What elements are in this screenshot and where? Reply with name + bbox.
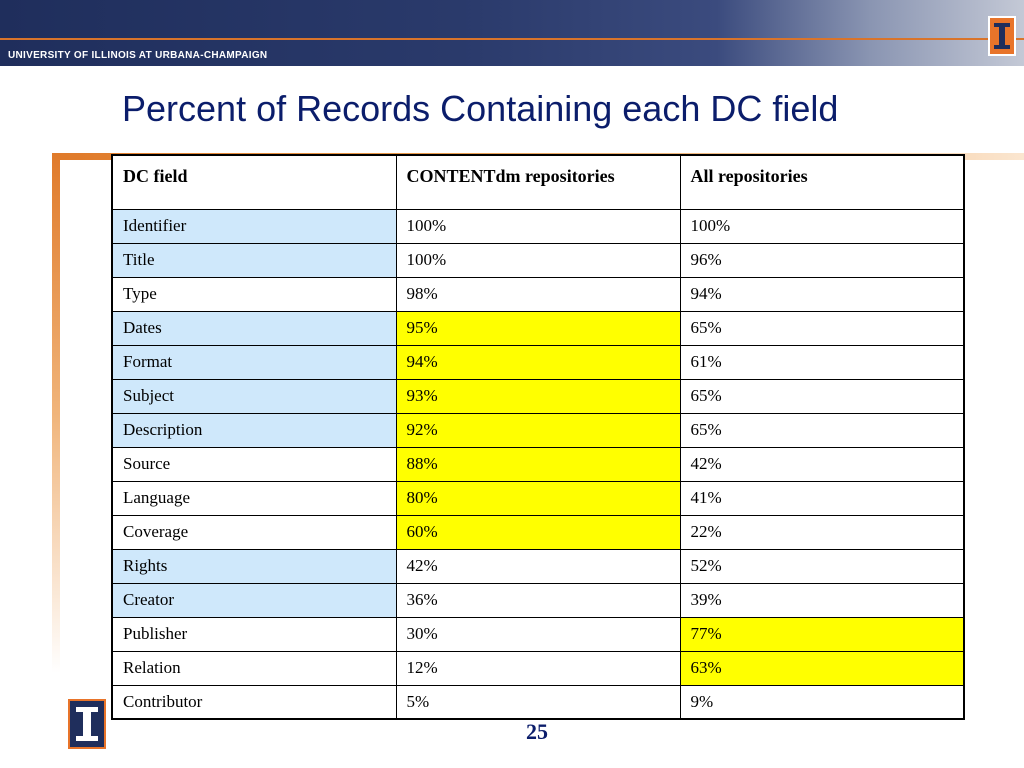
contentdm-cell: 95% <box>395 310 681 346</box>
all-cell: 65% <box>679 310 965 346</box>
table-row: Rights 42% 52% <box>111 548 965 584</box>
all-cell: 41% <box>679 480 965 516</box>
field-cell: Source <box>111 446 397 482</box>
banner-rule <box>0 38 1024 40</box>
column-header-all: All repositories <box>679 154 965 210</box>
table-row: Format 94% 61% <box>111 344 965 380</box>
field-cell: Publisher <box>111 616 397 652</box>
header-banner: UNIVERSITY OF ILLINOIS AT URBANA-CHAMPAI… <box>0 0 1024 66</box>
field-cell: Coverage <box>111 514 397 550</box>
field-cell: Title <box>111 242 397 278</box>
table-row: Type 98% 94% <box>111 276 965 312</box>
all-cell: 65% <box>679 378 965 414</box>
contentdm-cell: 88% <box>395 446 681 482</box>
table-row: Dates 95% 65% <box>111 310 965 346</box>
field-cell: Type <box>111 276 397 312</box>
field-cell: Creator <box>111 582 397 618</box>
all-cell: 52% <box>679 548 965 584</box>
table-row: Coverage 60% 22% <box>111 514 965 550</box>
all-cell: 100% <box>679 208 965 244</box>
field-cell: Format <box>111 344 397 380</box>
table-row: Relation 12% 63% <box>111 650 965 686</box>
contentdm-cell: 36% <box>395 582 681 618</box>
contentdm-cell: 100% <box>395 208 681 244</box>
all-cell: 65% <box>679 412 965 448</box>
illinois-logo-icon <box>988 16 1016 56</box>
contentdm-cell: 100% <box>395 242 681 278</box>
contentdm-cell: 93% <box>395 378 681 414</box>
contentdm-cell: 30% <box>395 616 681 652</box>
field-cell: Identifier <box>111 208 397 244</box>
all-cell: 96% <box>679 242 965 278</box>
slide-title: Percent of Records Containing each DC fi… <box>122 88 839 129</box>
column-header-dc-field: DC field <box>111 154 397 210</box>
table-row: Creator 36% 39% <box>111 582 965 618</box>
table-row: Language 80% 41% <box>111 480 965 516</box>
table-header-row: DC field CONTENTdm repositories All repo… <box>111 154 965 210</box>
table-row: Description 92% 65% <box>111 412 965 448</box>
table-row: Publisher 30% 77% <box>111 616 965 652</box>
field-cell: Rights <box>111 548 397 584</box>
contentdm-cell: 12% <box>395 650 681 686</box>
table-row: Subject 93% 65% <box>111 378 965 414</box>
contentdm-cell: 5% <box>395 684 681 720</box>
field-cell: Relation <box>111 650 397 686</box>
contentdm-cell: 80% <box>395 480 681 516</box>
all-cell: 61% <box>679 344 965 380</box>
illinois-logo-icon <box>68 699 106 749</box>
dc-field-table: DC field CONTENTdm repositories All repo… <box>111 154 965 720</box>
page-number: 25 <box>526 719 548 744</box>
orange-side-bar <box>52 153 60 673</box>
field-cell: Description <box>111 412 397 448</box>
field-cell: Subject <box>111 378 397 414</box>
all-cell: 63% <box>679 650 965 686</box>
all-cell: 39% <box>679 582 965 618</box>
all-cell: 94% <box>679 276 965 312</box>
field-cell: Contributor <box>111 684 397 720</box>
all-cell: 77% <box>679 616 965 652</box>
table-row: Source 88% 42% <box>111 446 965 482</box>
table-row: Identifier 100% 100% <box>111 208 965 244</box>
all-cell: 22% <box>679 514 965 550</box>
all-cell: 42% <box>679 446 965 482</box>
contentdm-cell: 60% <box>395 514 681 550</box>
field-cell: Language <box>111 480 397 516</box>
table-row: Title 100% 96% <box>111 242 965 278</box>
field-cell: Dates <box>111 310 397 346</box>
contentdm-cell: 42% <box>395 548 681 584</box>
table-row: Contributor 5% 9% <box>111 684 965 720</box>
contentdm-cell: 94% <box>395 344 681 380</box>
institution-name: UNIVERSITY OF ILLINOIS AT URBANA-CHAMPAI… <box>8 50 268 61</box>
contentdm-cell: 92% <box>395 412 681 448</box>
all-cell: 9% <box>679 684 965 720</box>
contentdm-cell: 98% <box>395 276 681 312</box>
column-header-contentdm: CONTENTdm repositories <box>395 154 681 210</box>
